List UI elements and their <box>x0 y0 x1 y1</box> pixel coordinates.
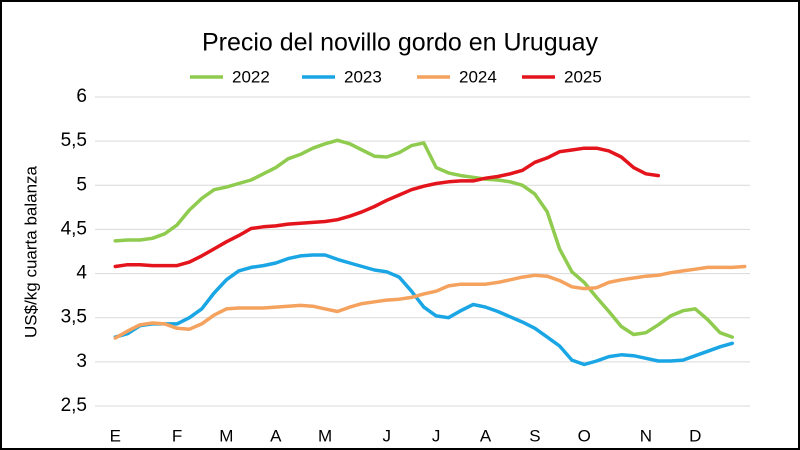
y-tick-label: 4 <box>76 263 87 284</box>
chart-title: Precio del novillo gordo en Uruguay <box>202 29 599 57</box>
legend-label: 2025 <box>564 67 602 86</box>
series-line <box>113 253 735 367</box>
y-tick-label: 5 <box>76 174 87 195</box>
x-tick-label: A <box>480 426 492 445</box>
x-tick-label: S <box>529 426 540 445</box>
legend-label: 2022 <box>232 67 270 86</box>
x-tick-label: J <box>432 426 441 445</box>
legend-label: 2023 <box>344 67 382 86</box>
y-tick-label: 2,5 <box>61 395 87 416</box>
y-tick-label: 6 <box>76 86 87 107</box>
series-line <box>113 146 661 269</box>
y-tick-label: 3 <box>76 351 87 372</box>
x-tick-label: J <box>383 426 392 445</box>
legend-label: 2024 <box>459 67 497 86</box>
series-line <box>113 138 735 339</box>
x-tick-label: A <box>270 426 282 445</box>
x-tick-label: F <box>172 426 182 445</box>
x-tick-label: O <box>578 426 591 445</box>
series-line <box>113 264 747 340</box>
x-tick-label: D <box>689 426 701 445</box>
y-tick-label: 4,5 <box>61 218 87 239</box>
x-tick-label: M <box>219 426 233 445</box>
y-tick-label: 3,5 <box>61 307 87 328</box>
y-axis-label: US$/kg cuarta balanza <box>21 165 40 338</box>
x-tick-label: N <box>640 426 652 445</box>
x-tick-label: M <box>318 426 332 445</box>
y-tick-label: 5,5 <box>61 130 87 151</box>
x-tick-label: E <box>110 426 121 445</box>
